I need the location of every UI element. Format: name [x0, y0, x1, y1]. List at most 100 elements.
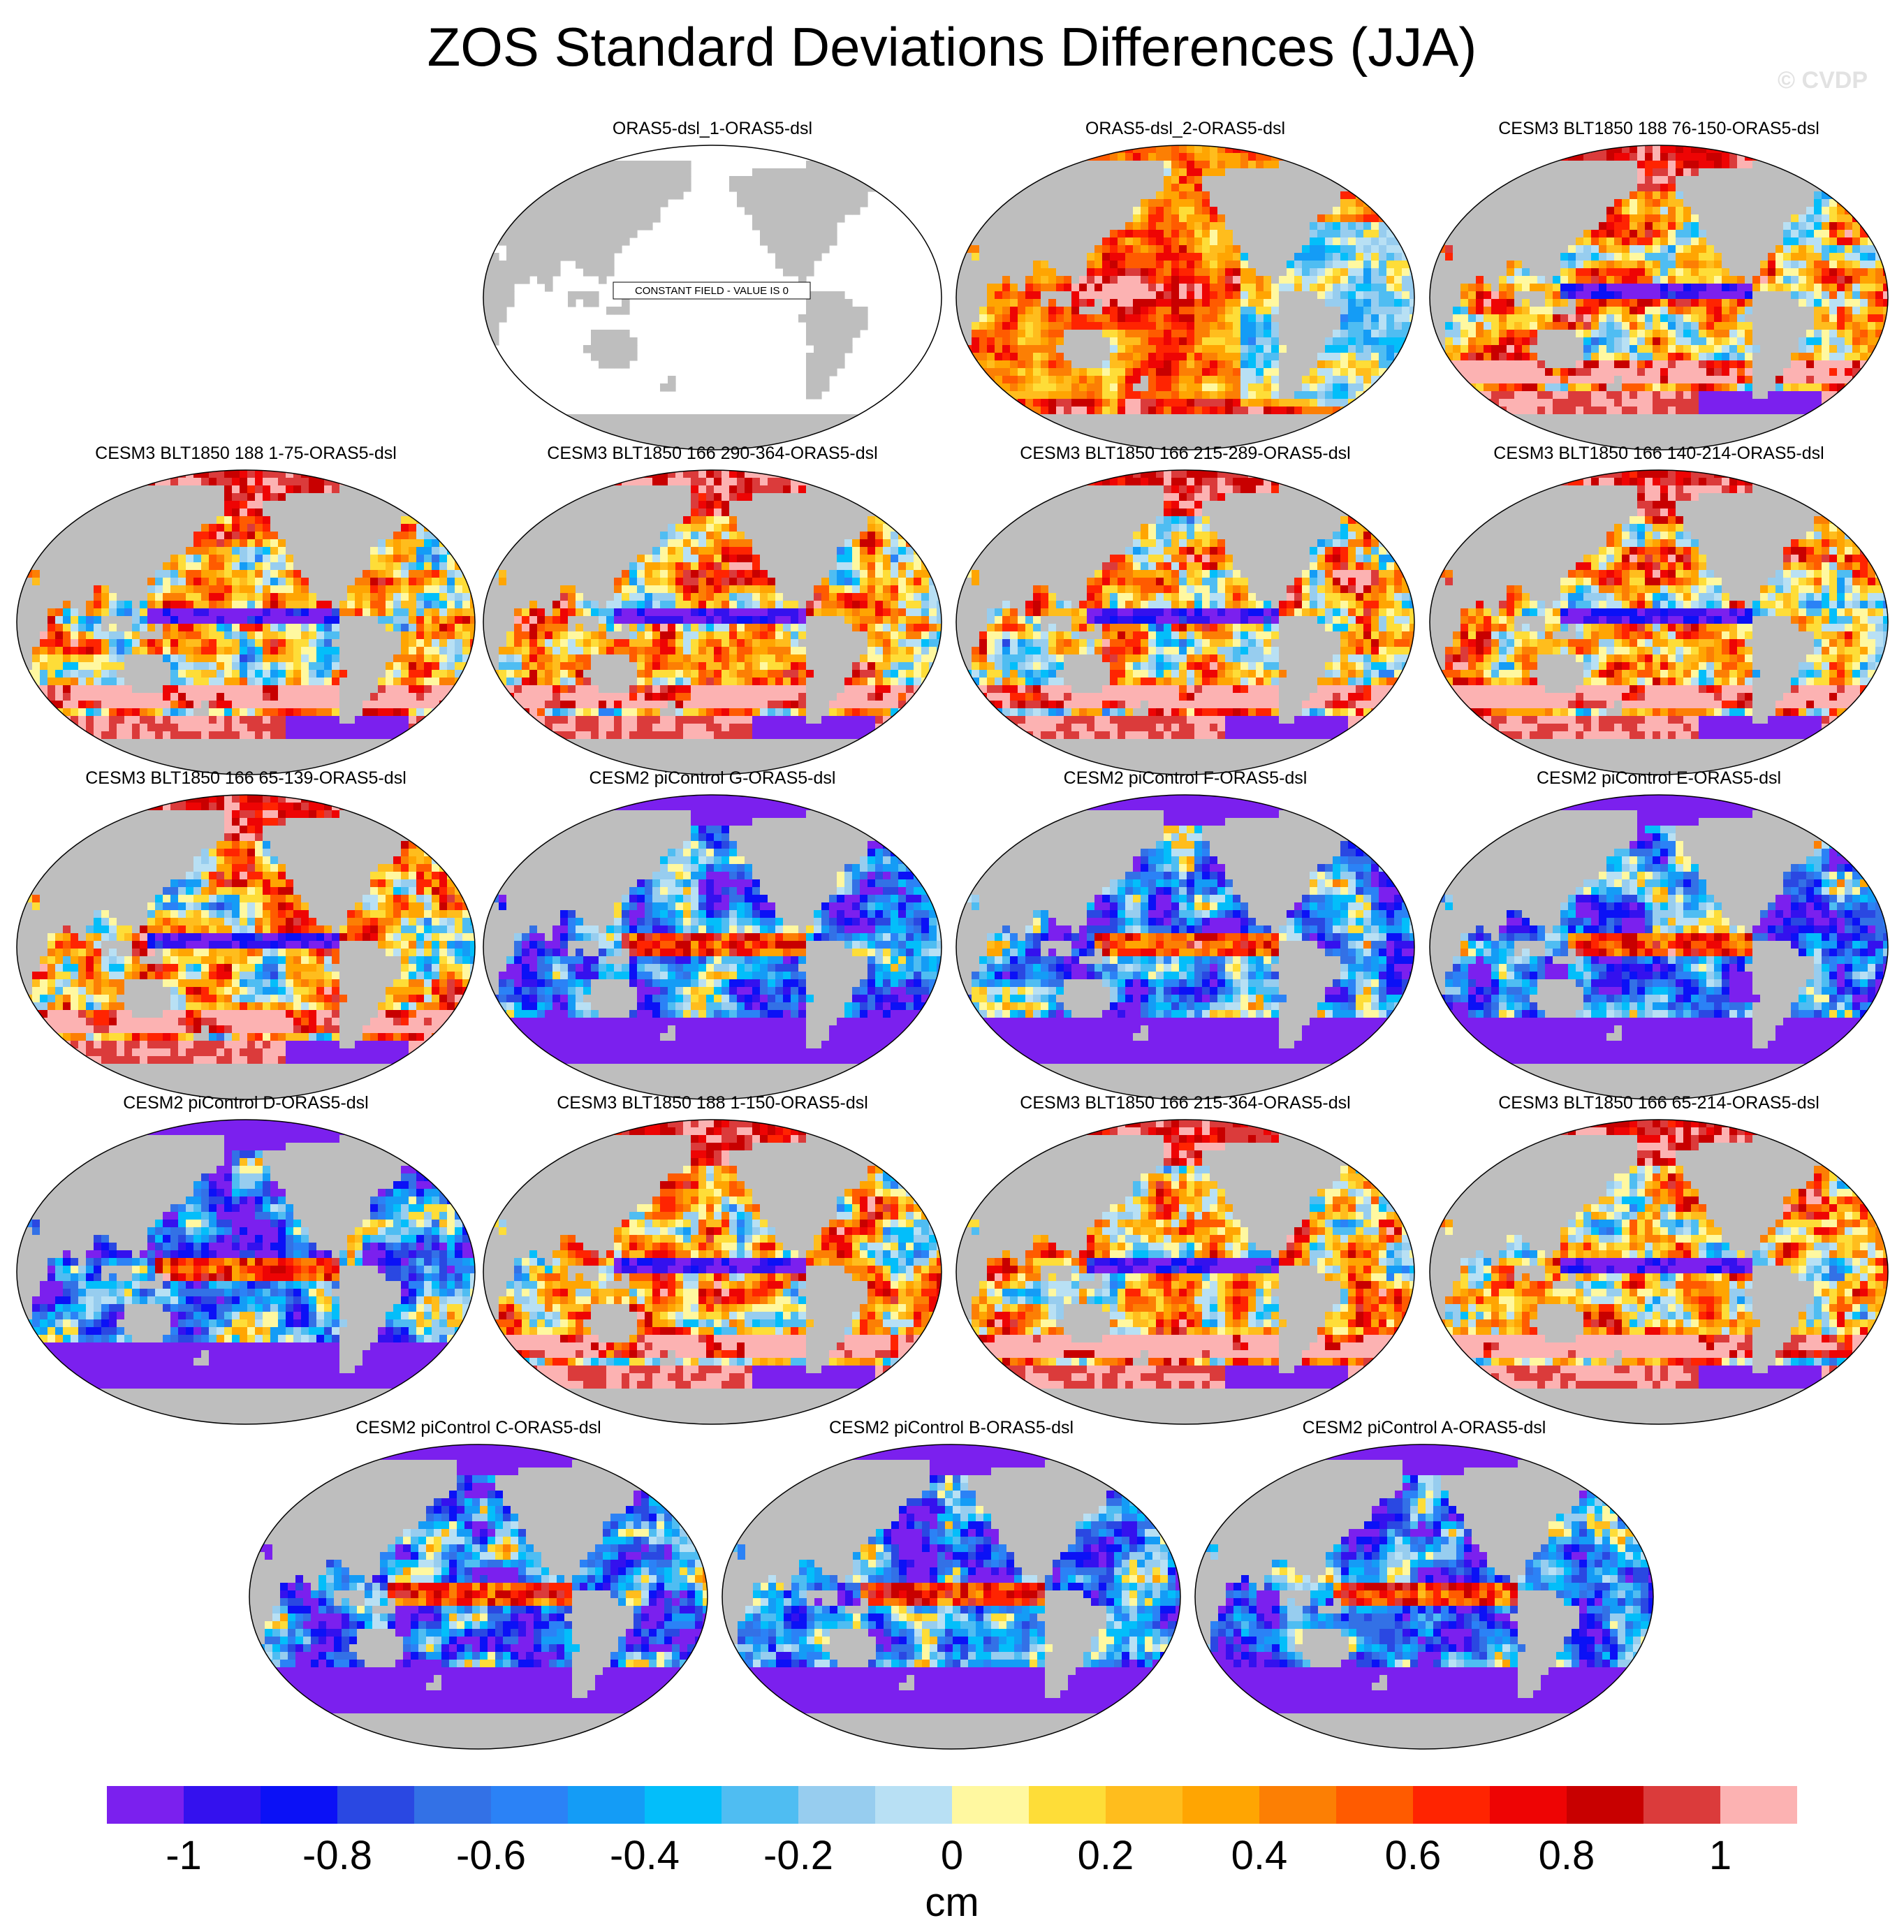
ocean-cell	[1660, 191, 1669, 200]
land-cell	[1033, 191, 1041, 200]
ocean-cell	[1537, 307, 1546, 315]
land-cell	[1599, 437, 1607, 446]
ocean-cell	[1233, 376, 1241, 384]
land-cell	[1233, 214, 1241, 223]
ocean-cell	[1087, 368, 1095, 376]
land-cell	[622, 345, 630, 353]
ocean-cell	[1210, 261, 1218, 269]
ocean-cell	[1225, 337, 1233, 346]
land-cell	[132, 501, 140, 509]
land-cell	[576, 237, 584, 246]
land-cell	[1745, 253, 1753, 261]
ocean-cell	[1614, 237, 1623, 246]
land-cell	[1025, 230, 1034, 238]
land-cell	[1545, 253, 1553, 261]
land-cell	[186, 501, 194, 509]
land-cell	[1553, 330, 1561, 338]
land-cell	[1317, 422, 1326, 430]
land-cell	[1591, 414, 1599, 423]
land-cell	[1279, 191, 1287, 200]
ocean-cell	[1583, 360, 1592, 369]
land-cell	[339, 493, 348, 502]
ocean-cell	[1094, 276, 1103, 284]
land-cell	[1056, 414, 1064, 423]
ocean-cell	[1018, 391, 1026, 400]
land-cell	[1783, 345, 1792, 353]
land-cell	[1683, 184, 1692, 192]
ocean-cell	[1394, 337, 1403, 346]
land-cell	[806, 191, 814, 200]
land-cell	[829, 237, 837, 246]
land-cell	[675, 184, 684, 192]
ocean-cell	[1156, 199, 1164, 207]
ocean-cell	[1056, 383, 1064, 392]
land-cell	[622, 360, 630, 369]
ocean-cell	[1225, 230, 1233, 238]
ocean-cell	[1537, 407, 1546, 415]
ocean-cell	[1164, 337, 1172, 346]
ocean-cell	[201, 524, 210, 532]
land-cell	[995, 261, 1003, 269]
ocean-cell	[1010, 353, 1018, 361]
land-cell	[545, 191, 553, 200]
land-cell	[1799, 168, 1807, 177]
land-cell	[768, 191, 776, 200]
ocean-cell	[1637, 176, 1646, 184]
ocean-cell	[1668, 307, 1676, 315]
ocean-cell	[1653, 230, 1661, 238]
ocean-cell	[1179, 322, 1187, 330]
ocean-cell	[1118, 153, 1126, 161]
land-cell	[583, 207, 592, 215]
ocean-cell	[1310, 268, 1318, 277]
ocean-cell	[1706, 376, 1715, 384]
ocean-cell	[1264, 284, 1272, 292]
land-cell	[1760, 353, 1768, 361]
ocean-cell	[1491, 376, 1500, 384]
ocean-cell	[1187, 391, 1195, 400]
land-cell	[1033, 253, 1041, 261]
ocean-cell	[1179, 360, 1187, 369]
land-cell	[1760, 176, 1768, 184]
land-cell	[1775, 353, 1784, 361]
ocean-cell	[1606, 222, 1615, 230]
ocean-cell	[1737, 153, 1745, 161]
land-cell	[668, 376, 676, 384]
land-cell	[1507, 222, 1515, 230]
land-cell	[1141, 161, 1149, 169]
land-cell	[1752, 176, 1761, 184]
land-cell	[844, 345, 853, 353]
land-cell	[1668, 422, 1676, 430]
land-cell	[806, 307, 814, 315]
land-cell	[1714, 222, 1722, 230]
land-cell	[1760, 376, 1768, 384]
ocean-cell	[1599, 276, 1607, 284]
land-cell	[1791, 314, 1799, 323]
ocean-cell	[1852, 268, 1861, 277]
land-cell	[1468, 222, 1477, 230]
land-cell	[545, 207, 553, 215]
ocean-cell	[1668, 176, 1676, 184]
ocean-cell	[1484, 391, 1492, 400]
land-cell	[263, 508, 271, 517]
land-cell	[209, 516, 217, 525]
ocean-cell	[1653, 153, 1661, 161]
land-cell	[964, 314, 972, 323]
ocean-cell	[1622, 199, 1630, 207]
ocean-cell	[1622, 322, 1630, 330]
ocean-cell	[1210, 276, 1218, 284]
ocean-cell	[1822, 383, 1830, 392]
land-cell	[821, 360, 830, 369]
land-cell	[995, 268, 1003, 277]
ocean-cell	[1264, 353, 1272, 361]
land-cell	[201, 508, 210, 517]
land-cell	[668, 176, 676, 184]
land-cell	[576, 414, 584, 423]
ocean-cell	[1530, 391, 1538, 400]
ocean-cell	[1507, 261, 1515, 269]
land-cell	[660, 414, 668, 423]
land-cell	[1064, 330, 1072, 338]
ocean-cell	[1202, 291, 1210, 300]
land-cell	[1233, 199, 1241, 207]
land-cell	[1514, 253, 1523, 261]
ocean-cell	[1499, 284, 1507, 292]
